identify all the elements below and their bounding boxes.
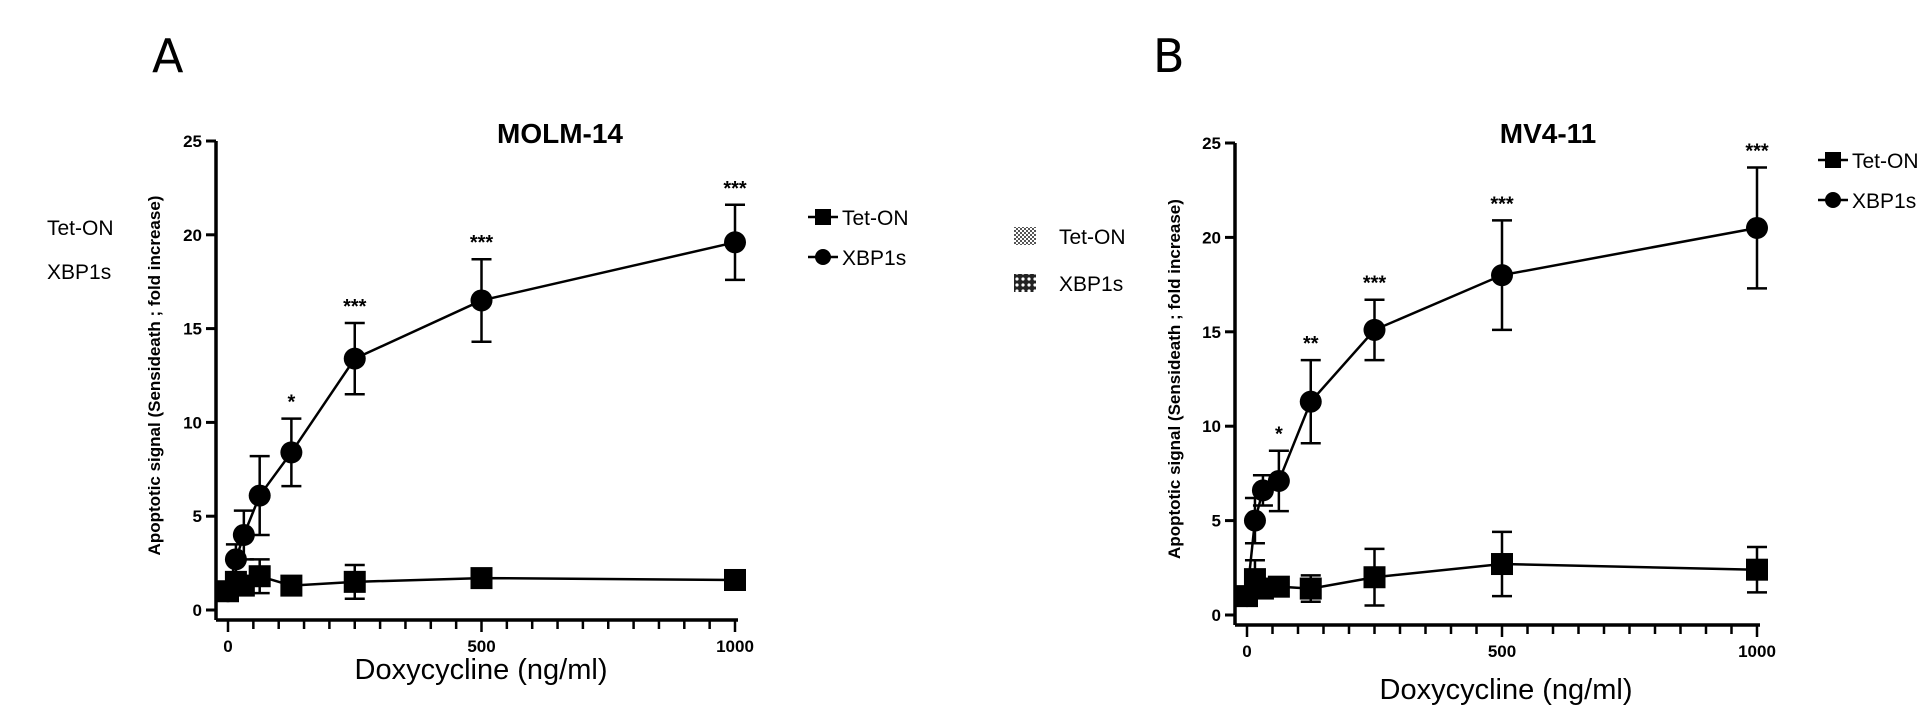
- x-tick-label: 500: [467, 637, 495, 656]
- legend-label: XBP1s: [842, 247, 906, 270]
- data-point-circle: [248, 484, 271, 507]
- panel-letter-a: A: [152, 29, 184, 83]
- y-tick-label: 20: [183, 226, 202, 245]
- y-tick-label: 20: [1202, 228, 1221, 247]
- y-tick-label: 5: [193, 507, 202, 526]
- data-point-circle: [1236, 585, 1258, 608]
- data-point-square: [1746, 558, 1768, 581]
- chart-mv411: MV4-11 0 5 10 15 20 25 0 500 1000 Apoptotic signal…: [1165, 118, 1919, 706]
- significance-marker: *: [1275, 424, 1283, 446]
- significance-marker: ***: [470, 232, 494, 254]
- legend-square-marker: [1825, 152, 1841, 168]
- x-axis-label: Doxycycline (ng/ml): [355, 654, 608, 686]
- data-point-circle: [343, 347, 366, 370]
- data-point-circle: [1746, 216, 1768, 239]
- data-point-square: [343, 570, 366, 593]
- data-point-square: [470, 567, 493, 590]
- x-tick-label: 0: [223, 637, 232, 656]
- data-point-circle: [1363, 318, 1386, 341]
- legend-circle-marker: [1825, 192, 1841, 208]
- significance-marker: *: [287, 392, 295, 414]
- chart-molm14: MOLM-14 0 5 10 15 20 25 0 500 1000 Apoptotic signa…: [145, 118, 909, 686]
- data-point-square: [1363, 566, 1386, 589]
- y-tick-label: 5: [1212, 512, 1221, 531]
- y-tick-label: 25: [1202, 134, 1221, 153]
- chart-title: MV4-11: [1500, 118, 1597, 149]
- y-axis-label: Apoptotic signal (Sensideath ; fold incr…: [1165, 199, 1184, 559]
- data-point-circle: [724, 231, 746, 254]
- legend-label: XBP1s: [1852, 190, 1916, 213]
- data-point-square: [280, 574, 303, 597]
- legend-circle-marker: [815, 249, 831, 265]
- y-tick-label: 15: [183, 320, 202, 339]
- data-point-square: [1267, 575, 1290, 598]
- y-tick-label: 25: [183, 132, 202, 151]
- y-tick-label: 0: [1212, 606, 1221, 625]
- side-label-tet-on: Tet-ON: [47, 217, 114, 240]
- data-point-square: [724, 568, 746, 591]
- data-point-circle: [1491, 264, 1513, 287]
- data-point-circle: [217, 580, 239, 603]
- data-point-circle: [1243, 509, 1266, 532]
- legend-label: Tet-ON: [1852, 150, 1919, 173]
- side-label-xbp1s: XBP1s: [47, 261, 111, 284]
- chart-title: MOLM-14: [497, 118, 623, 149]
- significance-marker: ***: [343, 296, 367, 318]
- y-tick-label: 10: [1202, 417, 1221, 436]
- significance-marker: ***: [723, 178, 747, 200]
- data-point-circle: [232, 523, 255, 546]
- data-point-square: [248, 565, 271, 588]
- data-point-square: [1299, 577, 1322, 600]
- x-tick-label: 500: [1488, 642, 1516, 661]
- x-axis-label: Doxycycline (ng/ml): [1380, 674, 1633, 706]
- data-point-circle: [1251, 479, 1274, 502]
- y-tick-label: 0: [193, 601, 202, 620]
- panel-letter-b: B: [1153, 29, 1185, 83]
- x-tick-label: 1000: [716, 637, 754, 656]
- data-point-circle: [470, 289, 493, 312]
- y-tick-label: 15: [1202, 323, 1221, 342]
- data-point-square: [1491, 553, 1513, 576]
- middle-legend-swatch-tet-on: [1014, 227, 1036, 245]
- legend-label: Tet-ON: [842, 207, 909, 230]
- legend-square-marker: [815, 209, 831, 225]
- significance-marker: ***: [1745, 141, 1769, 163]
- y-tick-label: 10: [183, 413, 202, 432]
- x-tick-label: 1000: [1738, 642, 1776, 661]
- significance-marker: ***: [1490, 193, 1514, 215]
- y-axis-label: Apoptotic signal (Sensideath ; fold incr…: [145, 196, 164, 556]
- middle-legend-tet-on: Tet-ON: [1059, 226, 1126, 249]
- middle-legend-swatch-xbp1s: [1014, 274, 1036, 292]
- data-point-circle: [280, 441, 303, 464]
- data-point-circle: [1299, 390, 1322, 413]
- middle-legend-xbp1s: XBP1s: [1059, 273, 1123, 296]
- significance-marker: ***: [1363, 273, 1387, 295]
- x-tick-label: 0: [1242, 642, 1251, 661]
- data-point-circle: [1267, 469, 1290, 492]
- significance-marker: **: [1303, 333, 1319, 355]
